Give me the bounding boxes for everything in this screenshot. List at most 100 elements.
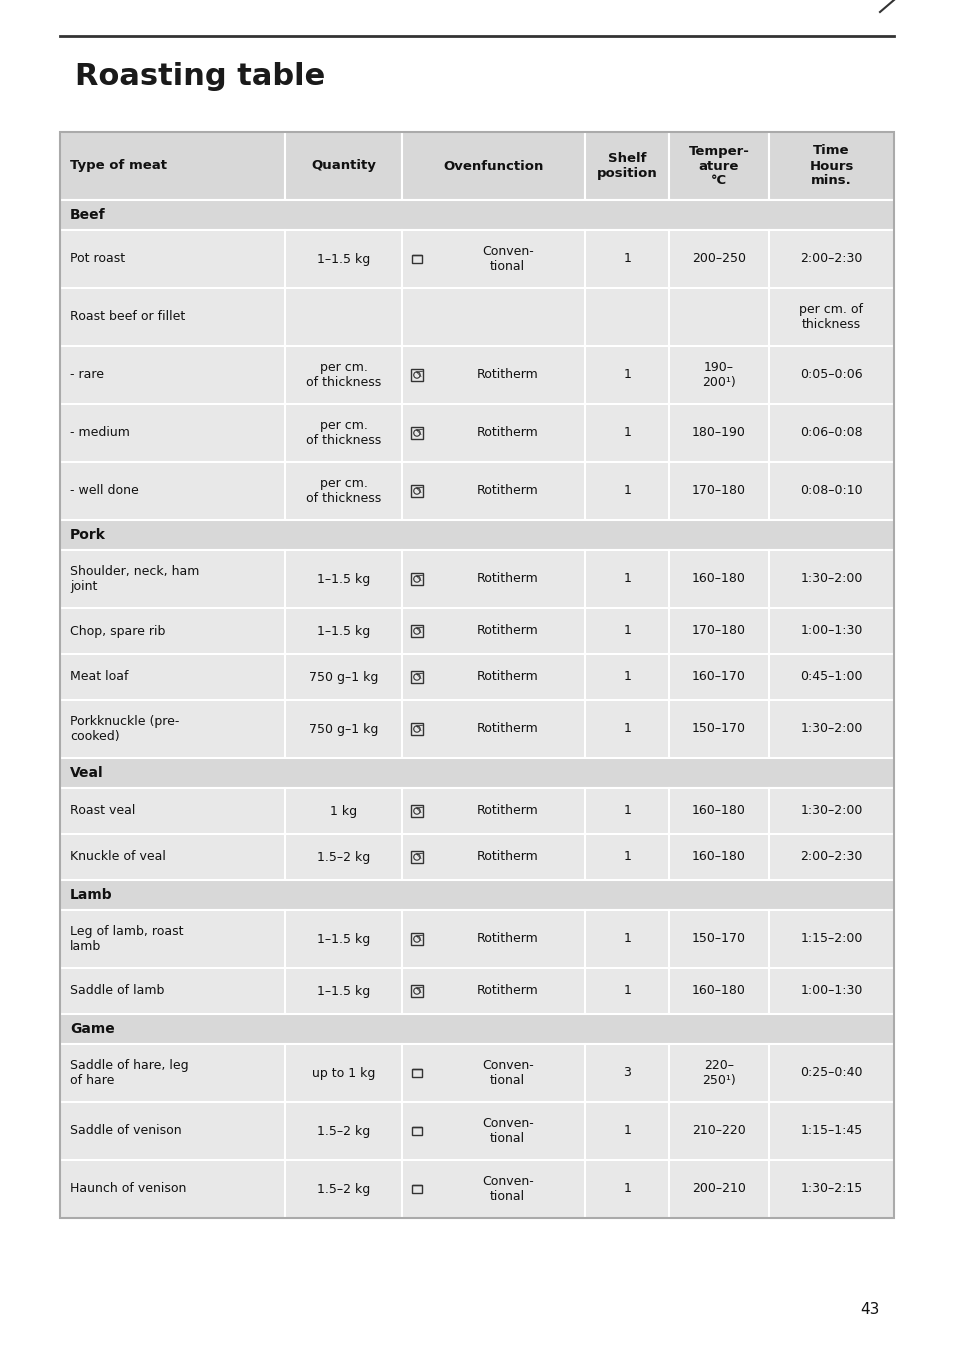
Bar xyxy=(585,346,668,404)
Text: Roasting table: Roasting table xyxy=(75,62,325,91)
Bar xyxy=(668,654,768,700)
Bar xyxy=(411,485,422,496)
Bar xyxy=(285,288,401,346)
Bar xyxy=(285,1044,401,1102)
Bar xyxy=(668,1160,768,1218)
Bar xyxy=(285,910,401,968)
Bar xyxy=(412,1126,421,1136)
Bar xyxy=(668,910,768,968)
Text: Rotitherm: Rotitherm xyxy=(476,804,538,818)
Text: Rotitherm: Rotitherm xyxy=(476,484,538,498)
Bar xyxy=(668,230,768,288)
Bar xyxy=(401,462,585,521)
Text: 1: 1 xyxy=(622,369,630,381)
Bar xyxy=(768,462,893,521)
Text: 1: 1 xyxy=(622,572,630,585)
Bar xyxy=(411,986,422,996)
Bar xyxy=(60,132,893,1218)
Bar xyxy=(401,910,585,968)
Bar xyxy=(411,672,422,683)
Text: 1: 1 xyxy=(622,804,630,818)
Bar xyxy=(401,288,585,346)
Text: Saddle of lamb: Saddle of lamb xyxy=(70,984,164,998)
Bar xyxy=(585,608,668,654)
Text: 1: 1 xyxy=(622,722,630,735)
Bar xyxy=(768,700,893,758)
Text: Time
Hours
mins.: Time Hours mins. xyxy=(808,145,853,188)
Bar xyxy=(768,550,893,608)
Text: 1.5–2 kg: 1.5–2 kg xyxy=(316,1125,370,1137)
Text: 170–180: 170–180 xyxy=(691,625,745,638)
Text: 0:45–1:00: 0:45–1:00 xyxy=(800,671,862,684)
Bar xyxy=(60,230,285,288)
Bar xyxy=(60,462,285,521)
Text: 170–180: 170–180 xyxy=(691,484,745,498)
Text: Temper-
ature
°C: Temper- ature °C xyxy=(688,145,748,188)
Text: - well done: - well done xyxy=(70,484,138,498)
Text: Conven-
tional: Conven- tional xyxy=(481,1117,533,1145)
Text: 1: 1 xyxy=(622,850,630,864)
Text: 0:05–0:06: 0:05–0:06 xyxy=(800,369,862,381)
Text: Type of meat: Type of meat xyxy=(70,160,167,173)
Bar xyxy=(401,1160,585,1218)
Bar xyxy=(60,1014,893,1044)
Text: 160–170: 160–170 xyxy=(691,671,745,684)
Text: 200–210: 200–210 xyxy=(691,1183,745,1195)
Bar xyxy=(768,1160,893,1218)
Bar xyxy=(585,404,668,462)
Bar xyxy=(60,200,893,230)
Bar xyxy=(285,346,401,404)
Bar xyxy=(668,834,768,880)
Text: Saddle of venison: Saddle of venison xyxy=(70,1125,181,1137)
Text: Rotitherm: Rotitherm xyxy=(476,369,538,381)
Bar xyxy=(585,1102,668,1160)
Text: per cm.
of thickness: per cm. of thickness xyxy=(306,477,381,506)
Text: - rare: - rare xyxy=(70,369,104,381)
Text: 150–170: 150–170 xyxy=(691,722,745,735)
Bar xyxy=(60,834,285,880)
Text: Conven-
tional: Conven- tional xyxy=(481,1175,533,1203)
Text: 1: 1 xyxy=(622,625,630,638)
Bar xyxy=(768,608,893,654)
Text: 210–220: 210–220 xyxy=(691,1125,745,1137)
Text: Shelf
position: Shelf position xyxy=(597,151,657,180)
Text: Beef: Beef xyxy=(70,208,106,222)
Text: Quantity: Quantity xyxy=(311,160,375,173)
Bar xyxy=(285,132,401,200)
Bar xyxy=(60,910,285,968)
Bar xyxy=(585,132,668,200)
Text: 160–180: 160–180 xyxy=(691,804,745,818)
Bar xyxy=(412,1068,421,1078)
Bar xyxy=(60,758,893,788)
Bar xyxy=(668,1044,768,1102)
Bar xyxy=(411,806,422,817)
Text: 1: 1 xyxy=(622,671,630,684)
Text: 1–1.5 kg: 1–1.5 kg xyxy=(316,625,370,638)
Text: 190–
200¹): 190– 200¹) xyxy=(701,361,735,389)
Bar xyxy=(411,852,422,863)
Text: 1.5–2 kg: 1.5–2 kg xyxy=(316,850,370,864)
Text: 150–170: 150–170 xyxy=(691,933,745,945)
Text: 1: 1 xyxy=(622,253,630,265)
Text: 1–1.5 kg: 1–1.5 kg xyxy=(316,984,370,998)
Text: 750 g–1 kg: 750 g–1 kg xyxy=(309,722,377,735)
Text: 1:00–1:30: 1:00–1:30 xyxy=(800,984,862,998)
Bar xyxy=(668,346,768,404)
Text: 0:06–0:08: 0:06–0:08 xyxy=(800,426,862,439)
Text: 1: 1 xyxy=(622,984,630,998)
Bar xyxy=(768,1044,893,1102)
Text: 1–1.5 kg: 1–1.5 kg xyxy=(316,253,370,265)
Text: 1:30–2:00: 1:30–2:00 xyxy=(800,572,862,585)
Bar xyxy=(401,1044,585,1102)
Bar xyxy=(285,550,401,608)
Text: 2:00–2:30: 2:00–2:30 xyxy=(800,253,862,265)
Text: Meat loaf: Meat loaf xyxy=(70,671,129,684)
Bar xyxy=(60,880,893,910)
Bar xyxy=(285,968,401,1014)
Bar xyxy=(401,346,585,404)
Bar xyxy=(768,346,893,404)
Text: 1–1.5 kg: 1–1.5 kg xyxy=(316,933,370,945)
Text: 1:00–1:30: 1:00–1:30 xyxy=(800,625,862,638)
Text: 1 kg: 1 kg xyxy=(330,804,356,818)
Bar xyxy=(585,230,668,288)
